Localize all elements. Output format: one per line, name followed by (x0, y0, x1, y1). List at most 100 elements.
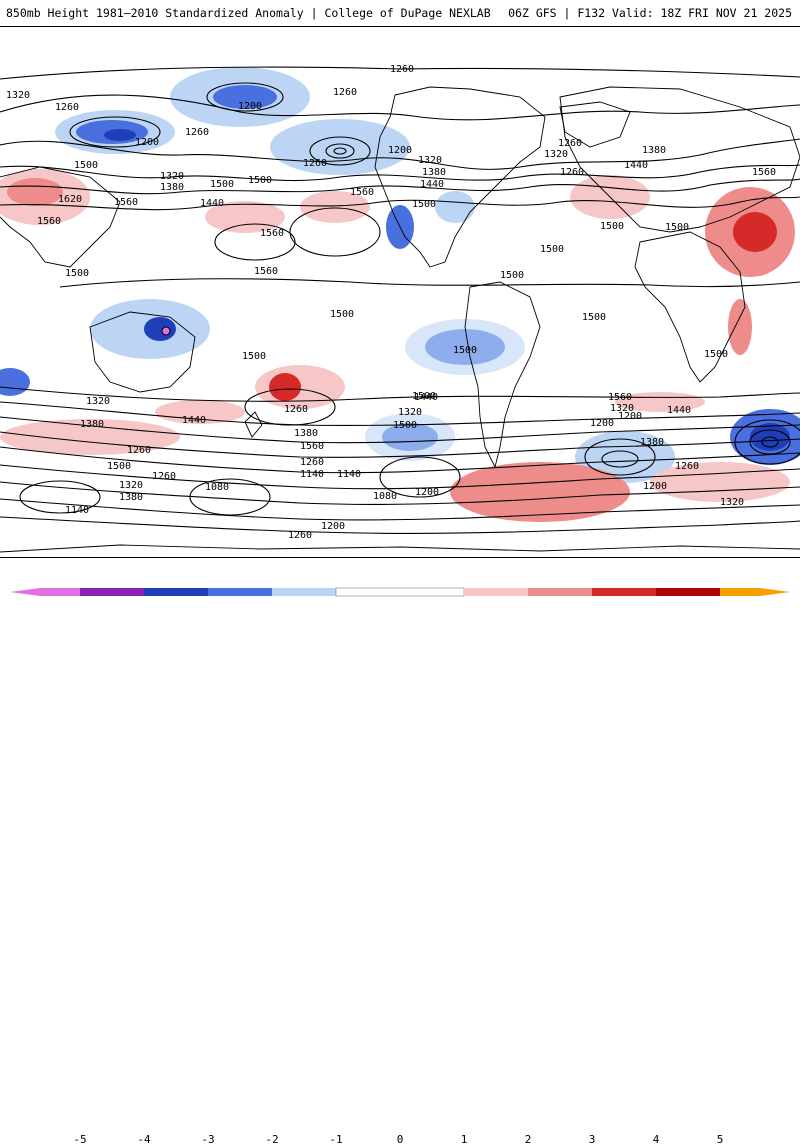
contour-label: 1440 (414, 392, 438, 403)
contour-label: 1500 (453, 345, 477, 356)
contour-closed (69, 116, 161, 148)
contour-label: 1260 (288, 530, 312, 541)
contour-label: 1440 (200, 198, 224, 209)
contour-label: 1500 (107, 461, 131, 472)
contour-label: 1320 (6, 90, 30, 101)
anomaly-shade (0, 368, 30, 396)
legend-tick-label: 1 (460, 1133, 468, 1146)
contour-label: 1440 (182, 415, 206, 426)
contour-label: 1260 (152, 471, 176, 482)
legend-swatch-p4 (656, 588, 720, 596)
anomaly-shade (728, 299, 752, 355)
coastline-eurasia (559, 86, 800, 233)
contour-label: 1200 (643, 481, 667, 492)
contour-label: 1500 (600, 221, 624, 232)
contour-label: 1260 (333, 87, 357, 98)
legend-tick-label: -2 (265, 1133, 279, 1146)
contour-label: 1500 (330, 309, 354, 320)
contour-closed (325, 143, 355, 159)
contour-label: 1260 (284, 404, 308, 415)
contour-label: 1500 (704, 349, 728, 360)
contour-label: 1560 (608, 392, 632, 403)
legend-swatch-m5 (10, 588, 40, 596)
contour-line (0, 481, 800, 505)
coastline-australia (89, 311, 196, 393)
contour-label: 1320 (610, 403, 634, 414)
contour-line (0, 516, 800, 534)
contour-label: 1380 (642, 145, 666, 156)
contour-label: 1620 (58, 194, 82, 205)
contour-label: 1500 (210, 179, 234, 190)
legend-tick-label: 3 (588, 1133, 596, 1146)
contour-line (0, 464, 800, 490)
contour-label: 1260 (55, 102, 79, 113)
contour-closed (289, 207, 381, 257)
map-svg: 1260 1320 1260 1200 1260 1200 1260 1260 … (0, 64, 800, 553)
coastline-greenland (559, 101, 631, 148)
coastline-africa (634, 231, 746, 383)
contour-label: 1500 (500, 270, 524, 281)
extremum-marker (161, 326, 171, 336)
contour-label: 1500 (242, 351, 266, 362)
anomaly-shade (155, 400, 245, 424)
legend-tick-label: 4 (652, 1133, 660, 1146)
contour-labels: 1260 1320 1260 1200 1260 1200 1260 1260 … (6, 64, 776, 541)
contour-label: 1320 (160, 171, 184, 182)
contour-label: 1500 (412, 199, 436, 210)
contour-line (0, 431, 800, 458)
legend-swatch-p1 (464, 588, 528, 596)
anomaly-shade (435, 191, 475, 223)
contour-closed (214, 223, 296, 261)
legend-bar (10, 587, 790, 597)
model-valid-time: 06Z GFS | F132 Valid: 18Z FRI NOV 21 202… (508, 6, 792, 20)
contour-line (0, 66, 800, 80)
coastline-antarctica (0, 544, 800, 553)
anomaly-shade (213, 85, 277, 109)
contour-label: 1560 (752, 167, 776, 178)
contour-line (0, 401, 800, 427)
anomaly-shade (650, 462, 790, 502)
contour-closed (244, 388, 336, 426)
contour-label: 1320 (86, 396, 110, 407)
legend-swatch-p5 (720, 588, 760, 596)
contour-line (0, 196, 800, 211)
anomaly-shade (104, 129, 136, 141)
legend-tick-label: -4 (137, 1133, 151, 1146)
color-legend: -5 -4 -3 -2 -1 0 1 2 3 4 5 (0, 558, 800, 1146)
anomaly-shade (300, 191, 370, 223)
contour-label: 1560 (300, 441, 324, 452)
legend-swatch-m2 (208, 588, 272, 596)
anomaly-shade (144, 317, 176, 341)
legend-tick-label: 2 (524, 1133, 532, 1146)
contour-label: 1200 (321, 521, 345, 532)
contour-closed (601, 450, 639, 468)
coastline-south-america (464, 281, 541, 469)
legend-tick-label: 0 (396, 1133, 404, 1146)
contour-closed (333, 147, 347, 155)
legend-tick-label: -1 (329, 1133, 343, 1146)
anomaly-shade (733, 212, 777, 252)
contour-line (0, 498, 800, 521)
contour-label: 1560 (350, 187, 374, 198)
legend-tick-label: 5 (716, 1133, 724, 1146)
contour-label: 1200 (135, 137, 159, 148)
coastlines (0, 86, 800, 553)
coastline-asia-west (0, 166, 121, 268)
contour-closed (206, 82, 284, 112)
contour-line (0, 386, 800, 402)
contour-label: 1320 (544, 149, 568, 160)
contour-line (0, 164, 800, 182)
contour-label: 1560 (114, 197, 138, 208)
contour-label: 1260 (300, 457, 324, 468)
anomaly-shade (405, 319, 525, 375)
contour-line (0, 416, 800, 444)
contour-closed (379, 456, 461, 498)
contour-label: 1380 (640, 437, 664, 448)
legend-swatch-m3 (144, 588, 208, 596)
anomaly-shade (269, 373, 301, 401)
contour-label: 1500 (582, 312, 606, 323)
contour-label: 1500 (65, 268, 89, 279)
legend-swatch-p3 (592, 588, 656, 596)
contour-label: 1440 (420, 179, 444, 190)
contour-label: 1260 (185, 127, 209, 138)
